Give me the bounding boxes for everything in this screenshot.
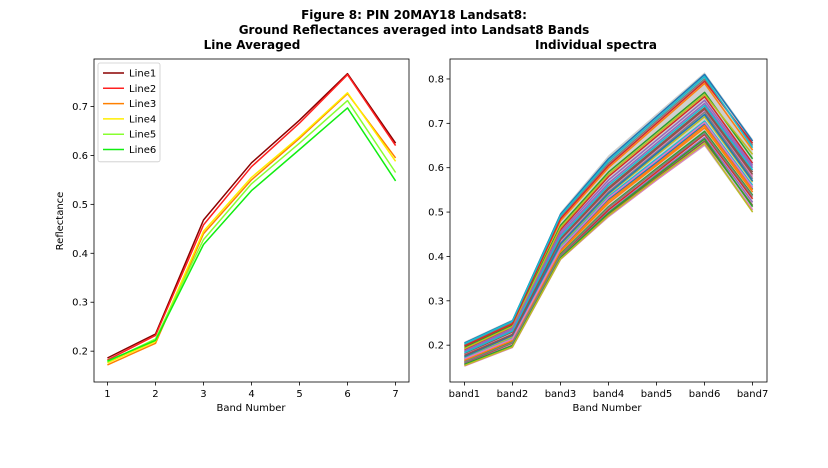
left-legend-label-line3: Line3 xyxy=(129,99,156,110)
right-series-line-19 xyxy=(464,93,754,350)
right-y-tick-label: 0.6 xyxy=(428,163,444,174)
left-series-line-line2 xyxy=(107,73,397,361)
left-x-tick-label: 1 xyxy=(104,389,110,400)
left-plot-area xyxy=(107,72,397,366)
right-series-line-25 xyxy=(464,99,754,352)
right-x-tick-label: band7 xyxy=(737,389,769,400)
right-series-line-20 xyxy=(464,104,754,354)
right-series-line-28 xyxy=(464,132,754,363)
line-averaged-panel: Line Averaged Band Number Reflectance 1 2… xyxy=(55,38,410,414)
left-legend: Line1 Line2 Line3 Line4 Line5 Line6 xyxy=(97,62,161,163)
left-x-axis-label: Band Number xyxy=(216,403,286,414)
right-x-tick-label: band1 xyxy=(449,389,481,400)
right-series-line-24 xyxy=(464,80,754,347)
left-y-tick-label: 0.2 xyxy=(72,347,88,358)
right-y-tick-label: 0.7 xyxy=(428,119,444,130)
left-y-tick-label: 0.3 xyxy=(72,298,88,309)
right-y-tick-label: 0.5 xyxy=(428,208,444,219)
left-x-tick-label: 4 xyxy=(248,389,254,400)
left-x-tick-label: 2 xyxy=(152,389,158,400)
left-series-line-line4 xyxy=(107,92,397,364)
individual-spectra-panel: Individual spectra Band Number band1 band… xyxy=(428,38,768,414)
right-x-tick-label: band2 xyxy=(497,389,529,400)
right-y-tick-label: 0.2 xyxy=(428,341,444,352)
left-y-tick-label: 0.5 xyxy=(72,200,88,211)
left-x-tick-label: 6 xyxy=(344,389,350,400)
left-x-tick-label: 5 xyxy=(296,389,302,400)
left-legend-label-line1: Line1 xyxy=(129,69,156,80)
left-chart-title: Line Averaged xyxy=(204,38,301,52)
left-legend-label-line4: Line4 xyxy=(129,114,156,125)
left-series-line-line6 xyxy=(107,107,397,362)
right-series-line-22 xyxy=(464,124,754,361)
right-series-line-29 xyxy=(464,142,754,367)
right-plot-area xyxy=(464,72,754,367)
figure-title-line2: Ground Reflectances averaged into Landsa… xyxy=(239,23,590,37)
right-x-axis-label: Band Number xyxy=(572,403,642,414)
right-series-line-27 xyxy=(464,121,754,360)
left-legend-label-line2: Line2 xyxy=(129,84,156,95)
left-y-axis-label: Reflectance xyxy=(55,192,66,251)
left-y-tick-label: 0.7 xyxy=(72,102,88,113)
right-series-line-30 xyxy=(464,75,754,345)
right-series-line-21 xyxy=(464,113,754,358)
left-y-tick-label: 0.6 xyxy=(72,151,88,162)
left-legend-label-line6: Line6 xyxy=(129,145,156,156)
right-series-line-6 xyxy=(464,107,754,355)
right-y-tick-label: 0.4 xyxy=(428,252,444,263)
left-legend-label-line5: Line5 xyxy=(129,130,156,141)
right-x-tick-label: band5 xyxy=(641,389,673,400)
right-chart-title: Individual spectra xyxy=(535,38,657,52)
left-x-tick-label: 7 xyxy=(392,389,398,400)
right-x-tick-label: band4 xyxy=(593,389,625,400)
right-y-tick-label: 0.8 xyxy=(428,74,444,85)
left-y-tick-label: 0.4 xyxy=(72,249,88,260)
right-y-tick-label: 0.3 xyxy=(428,296,444,307)
left-x-tick-label: 3 xyxy=(200,389,206,400)
right-series-line-26 xyxy=(464,108,754,357)
right-x-tick-label: band3 xyxy=(545,389,577,400)
figure-title-line1: Figure 8: PIN 20MAY18 Landsat8: xyxy=(301,8,527,22)
right-x-tick-label: band6 xyxy=(689,389,721,400)
